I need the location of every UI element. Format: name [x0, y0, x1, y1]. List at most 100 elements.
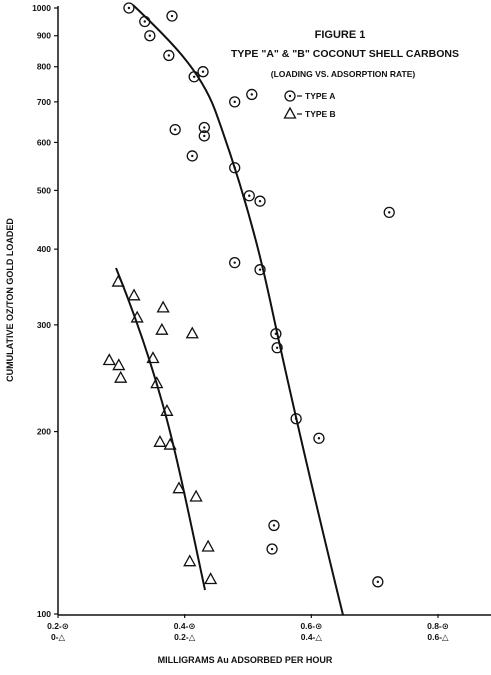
- data-point: [268, 519, 280, 532]
- marker-dot: [203, 134, 206, 138]
- marker-dot: [376, 580, 380, 584]
- data-point: [160, 403, 174, 416]
- x-tick-label: 0.8-⊙: [427, 621, 449, 631]
- data-point: [313, 432, 325, 444]
- marker-dot: [248, 194, 251, 197]
- marker-dot: [191, 154, 194, 158]
- data-point: [183, 554, 197, 567]
- legend-label: TYPE A: [305, 91, 335, 101]
- marker-dot: [192, 75, 196, 78]
- data-point: [172, 481, 186, 494]
- y-tick-label: 800: [37, 62, 51, 72]
- data-point: [127, 288, 141, 301]
- y-tick-label: 200: [37, 427, 51, 437]
- data-point: [229, 257, 241, 269]
- data-point: [153, 434, 167, 447]
- annotation: (LOADING VS. ADSORPTION RATE): [271, 69, 416, 79]
- data-point: [186, 150, 198, 162]
- data-point: [114, 370, 128, 383]
- marker-dot: [173, 128, 177, 131]
- x-tick-label: 0.2-⊙: [47, 621, 69, 631]
- x2-tick-label: 0.6-△: [427, 632, 449, 642]
- y-tick-label: 100: [37, 609, 51, 619]
- y-tick-label: 1000: [32, 3, 51, 13]
- marker-dot: [270, 547, 274, 551]
- data-point: [163, 437, 177, 450]
- y-tick-label: 500: [37, 185, 51, 195]
- data-point: [270, 328, 282, 340]
- data-point: [383, 206, 395, 219]
- chart-subtitle: TYPE "A" & "B" COCONUT SHELL CARBONS: [231, 48, 459, 60]
- x2-tick-label: 0-△: [51, 632, 66, 642]
- data-point: [290, 413, 302, 425]
- marker-dot: [148, 34, 152, 37]
- data-point: [201, 539, 215, 552]
- y-tick-label: 400: [37, 244, 51, 254]
- data-point: [189, 489, 203, 502]
- marker-dot: [274, 332, 278, 335]
- marker-dot: [294, 417, 298, 420]
- legend-marker: [284, 90, 296, 102]
- data-point: [204, 572, 218, 585]
- y-tick-label: 600: [37, 137, 51, 147]
- marker-dot: [317, 437, 321, 440]
- chart-title: FIGURE 1: [315, 29, 366, 41]
- marker-dot: [170, 14, 174, 18]
- x2-tick-label: 0.4-△: [301, 632, 323, 642]
- data-point: [254, 264, 266, 276]
- x-tick-label: 0.4-⊙: [174, 621, 196, 631]
- data-point: [156, 300, 170, 313]
- y-axis-label: CUMULATIVE OZ/TON GOLD LOADED: [5, 218, 15, 382]
- data-point: [169, 123, 181, 136]
- data-point: [123, 2, 135, 14]
- data-point: [372, 576, 384, 588]
- marker-dot: [288, 94, 292, 98]
- marker-dot: [233, 166, 236, 169]
- marker-dot: [127, 6, 131, 10]
- y-tick-label: 900: [37, 31, 51, 41]
- data-point: [198, 121, 210, 134]
- marker-dot: [167, 54, 171, 57]
- data-point: [266, 543, 278, 555]
- data-point: [150, 376, 164, 389]
- marker-dot: [233, 261, 236, 264]
- data-point: [185, 326, 199, 339]
- marker-dot: [272, 524, 276, 527]
- marker-dot: [258, 268, 262, 271]
- data-point: [229, 162, 241, 174]
- marker-dot: [143, 20, 146, 23]
- data-point: [111, 274, 125, 287]
- legend-marker: [283, 106, 297, 119]
- data-point: [197, 66, 209, 78]
- data-point: [166, 10, 178, 22]
- data-point: [102, 353, 116, 366]
- data-point: [198, 130, 210, 142]
- y-tick-label: 700: [37, 97, 51, 107]
- marker-dot: [275, 346, 279, 349]
- x2-tick-label: 0.2-△: [174, 632, 196, 642]
- data-point: [163, 49, 175, 62]
- data-point: [112, 358, 126, 371]
- data-point: [146, 351, 160, 364]
- data-point: [229, 96, 241, 108]
- marker-dot: [250, 93, 253, 96]
- data-point: [246, 88, 258, 101]
- marker-dot: [233, 100, 236, 104]
- data-point: [144, 30, 156, 42]
- data-point: [130, 310, 144, 323]
- marker-dot: [258, 199, 262, 203]
- data-point: [254, 195, 266, 207]
- legend-label: TYPE B: [305, 109, 336, 119]
- y-tick-label: 300: [37, 320, 51, 330]
- x-tick-label: 0.6-⊙: [300, 621, 322, 631]
- data-point: [139, 15, 151, 28]
- marker-dot: [203, 126, 206, 129]
- data-point: [155, 322, 169, 335]
- fit-curve-a: [132, 4, 344, 616]
- data-point: [271, 342, 283, 354]
- data-point: [243, 190, 255, 202]
- x-axis-label: MILLIGRAMS Au ADSORBED PER HOUR: [158, 655, 333, 665]
